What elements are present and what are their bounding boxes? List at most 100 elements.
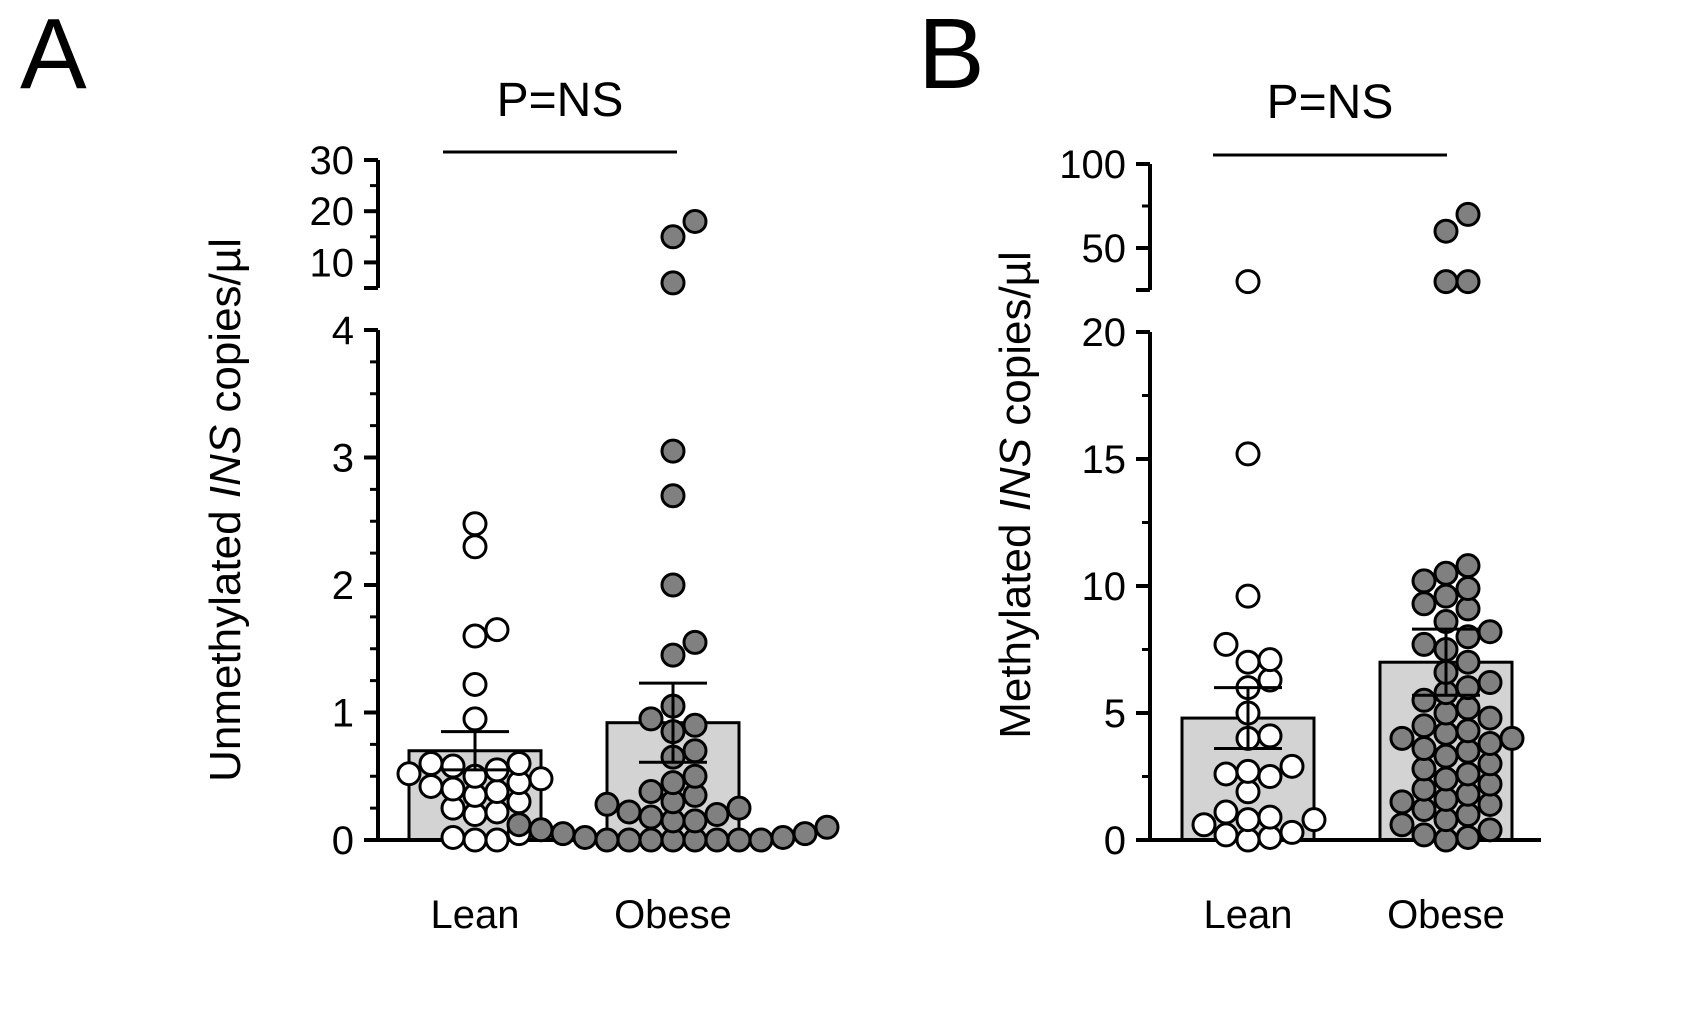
data-point-obese — [814, 814, 840, 840]
data-point-obese — [1389, 725, 1415, 751]
data-point-obese — [1411, 797, 1437, 823]
data-point-obese — [1455, 576, 1481, 602]
y-tick-label: 3 — [332, 437, 354, 481]
data-point-obese — [704, 827, 730, 853]
y-axis-title: Unmethylated INS copies/µl — [201, 238, 250, 782]
data-point-lean — [484, 617, 510, 643]
y-tick-label: 1 — [332, 692, 354, 736]
y-tick-label: 2 — [332, 564, 354, 608]
data-point-obese — [682, 738, 708, 764]
data-point-lean — [484, 827, 510, 853]
y-tick-label: 4 — [332, 309, 354, 353]
data-point-lean — [462, 511, 488, 537]
panel-a: A P=NS Unmethylated INS copies/µl 0 1 2 3 4 10 20… — [20, 0, 840, 937]
data-point-obese — [594, 827, 620, 853]
data-point-obese — [1411, 687, 1437, 713]
data-point-obese — [792, 821, 818, 847]
data-point-obese — [770, 824, 796, 850]
data-point-obese — [1455, 201, 1481, 227]
data-point-obese — [616, 827, 642, 853]
data-point-obese — [1477, 751, 1503, 777]
data-point-obese — [1455, 718, 1481, 744]
data-point-obese — [1455, 738, 1481, 764]
data-point-obese — [682, 712, 708, 738]
data-point-obese — [1455, 553, 1481, 579]
data-point-obese — [1455, 761, 1481, 787]
data-point-lean — [528, 766, 554, 792]
y-axis-title-prefix: Unmethylated — [201, 498, 250, 782]
y-axis-title-suffix: copies/µl — [201, 238, 250, 425]
y-axis-title-suffix: copies/µl — [991, 251, 1040, 438]
data-point-lean — [1235, 583, 1261, 609]
data-point-lean — [462, 827, 488, 853]
data-point-lean — [1235, 807, 1261, 833]
x-category-label: Lean — [1204, 893, 1293, 937]
y-tick-label: 10 — [1082, 565, 1127, 609]
data-point-lean — [1235, 758, 1261, 784]
data-point-lean — [1213, 822, 1239, 848]
data-point-obese — [1455, 269, 1481, 295]
x-category-label: Obese — [614, 893, 732, 937]
data-point-obese — [660, 483, 686, 509]
data-point-obese — [1411, 631, 1437, 657]
y-tick-label: 50 — [1082, 227, 1127, 271]
data-point-obese — [1455, 824, 1481, 850]
y-axis-title-italic: INS — [991, 438, 1040, 511]
data-point-obese — [1477, 771, 1503, 797]
data-point-lean — [1213, 631, 1239, 657]
y-tick-label: 10 — [310, 241, 355, 285]
significance-label: P=NS — [497, 74, 624, 127]
data-point-lean — [1301, 807, 1327, 833]
data-point-obese — [1433, 807, 1459, 833]
data-point-lean — [462, 671, 488, 697]
y-axis-title: Methylated INS copies/µl — [991, 251, 1040, 739]
data-point-obese — [1411, 756, 1437, 782]
x-category-label: Obese — [1387, 893, 1505, 937]
data-point-obese — [1433, 766, 1459, 792]
data-point-obese — [660, 642, 686, 668]
data-point-obese — [1389, 812, 1415, 838]
y-tick-label: 0 — [1104, 819, 1126, 863]
data-point-obese — [638, 706, 664, 732]
data-point-obese — [638, 804, 664, 830]
data-point-obese — [1411, 736, 1437, 762]
data-point-obese — [1477, 619, 1503, 645]
data-point-lean — [1235, 649, 1261, 675]
y-tick-label: 5 — [1104, 692, 1126, 736]
data-point-lean — [1213, 799, 1239, 825]
data-point-obese — [1455, 802, 1481, 828]
data-point-lean — [1257, 723, 1283, 749]
data-point-lean — [1213, 761, 1239, 787]
data-point-lean — [440, 753, 466, 779]
data-point-obese — [572, 824, 598, 850]
data-point-obese — [1433, 560, 1459, 586]
data-point-lean — [418, 773, 444, 799]
data-point-obese — [1455, 695, 1481, 721]
data-point-lean — [1235, 441, 1261, 467]
data-point-lean — [1257, 764, 1283, 789]
data-point-obese — [660, 270, 686, 296]
data-point-lean — [1257, 647, 1283, 673]
data-point-obese — [1477, 670, 1503, 696]
significance-label: P=NS — [1267, 76, 1394, 129]
data-point-obese — [726, 795, 752, 821]
data-point-lean — [462, 623, 488, 649]
data-point-lean — [1279, 819, 1305, 845]
y-tick-label: 0 — [332, 819, 354, 863]
data-point-lean — [462, 534, 488, 560]
data-point-lean — [1279, 753, 1305, 779]
data-point-obese — [616, 799, 642, 825]
data-point-lean — [1235, 827, 1261, 853]
data-point-obese — [1477, 705, 1503, 731]
data-point-obese — [1389, 789, 1415, 815]
data-point-lean — [484, 799, 510, 825]
data-point-obese — [506, 812, 532, 838]
data-point-obese — [1433, 269, 1459, 295]
data-point-lean — [440, 824, 466, 850]
data-point-obese — [1433, 583, 1459, 609]
panel-letter: B — [918, 0, 985, 110]
y-tick-label: 100 — [1059, 143, 1126, 187]
data-point-obese — [660, 438, 686, 464]
data-point-obese — [1411, 591, 1437, 617]
data-point-obese — [594, 791, 620, 817]
